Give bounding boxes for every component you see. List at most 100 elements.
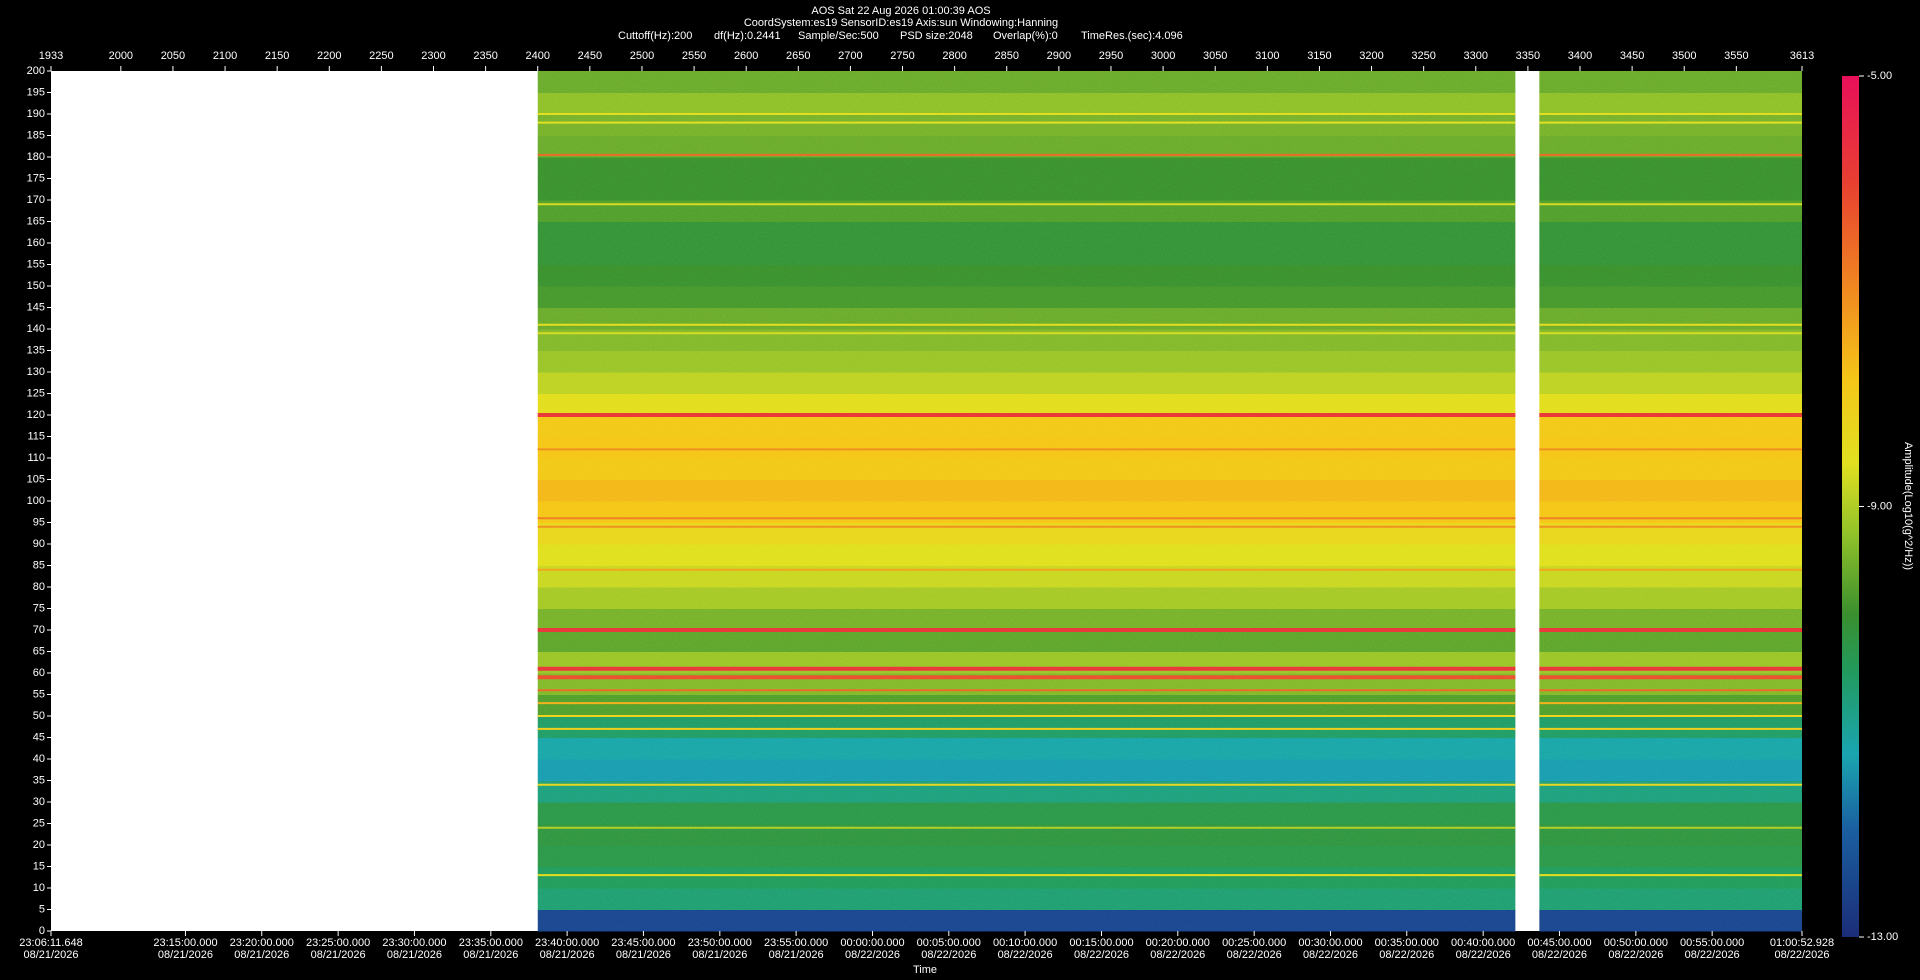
y-tick-label: 50: [33, 710, 45, 722]
x-axis-label: Time: [913, 964, 937, 976]
y-tick-label: 185: [27, 129, 45, 141]
time-tick-label: 00:50:00.000: [1604, 937, 1668, 949]
time-tick-label: 00:25:00.000: [1222, 937, 1286, 949]
time-tick-label: 23:35:00.000: [459, 937, 523, 949]
x-tick-label: 3613: [1790, 50, 1814, 62]
x-tick-label: 2600: [734, 50, 758, 62]
y-tick-label: 175: [27, 172, 45, 184]
x-tick-label: 2500: [630, 50, 654, 62]
x-tick-label: 2300: [421, 50, 445, 62]
time-tick-label: 00:10:00.000: [993, 937, 1057, 949]
x-tick-label: 2900: [1047, 50, 1071, 62]
time-tick-date: 08/22/2026: [1774, 949, 1829, 961]
time-tick-date: 08/22/2026: [1150, 949, 1205, 961]
x-tick-label: 3550: [1724, 50, 1748, 62]
time-tick-label: 00:45:00.000: [1527, 937, 1591, 949]
x-tick-label: 3450: [1620, 50, 1644, 62]
time-tick-date: 08/21/2026: [540, 949, 595, 961]
time-tick-label: 23:50:00.000: [688, 937, 752, 949]
y-tick-label: 135: [27, 344, 45, 356]
y-tick-label: 155: [27, 258, 45, 270]
y-tick-label: 120: [27, 409, 45, 421]
time-tick-date: 08/21/2026: [463, 949, 518, 961]
time-tick-date: 08/22/2026: [1456, 949, 1511, 961]
y-tick-label: 180: [27, 151, 45, 163]
time-tick-label: 00:15:00.000: [1069, 937, 1133, 949]
texture: [1539, 71, 1802, 931]
x-tick-label: 3500: [1672, 50, 1696, 62]
time-tick-date: 08/22/2026: [1303, 949, 1358, 961]
y-tick-label: 35: [33, 774, 45, 786]
time-tick-date: 08/22/2026: [1074, 949, 1129, 961]
time-tick-label: 00:05:00.000: [917, 937, 981, 949]
y-tick-label: 95: [33, 516, 45, 528]
y-tick-label: 20: [33, 839, 45, 851]
time-tick-label: 23:06:11.648: [19, 937, 82, 949]
time-tick-date: 08/22/2026: [1227, 949, 1282, 961]
colorbar-tick-label: -9.00: [1867, 500, 1892, 512]
y-tick-label: 25: [33, 817, 45, 829]
x-tick-label: 2050: [161, 50, 185, 62]
time-tick-date: 08/21/2026: [616, 949, 671, 961]
x-tick-label: 2550: [682, 50, 706, 62]
time-tick-date: 08/22/2026: [998, 949, 1053, 961]
time-tick-date: 08/21/2026: [769, 949, 824, 961]
parameter: PSD size:2048: [900, 30, 973, 42]
time-tick-label: 23:20:00.000: [230, 937, 294, 949]
time-tick-date: 08/22/2026: [1685, 949, 1740, 961]
time-tick-date: 08/22/2026: [1532, 949, 1587, 961]
x-tick-label: 3000: [1151, 50, 1175, 62]
y-tick-label: 55: [33, 688, 45, 700]
colorbar-label: Amplitude(Log10(g^2/Hz)): [1902, 442, 1914, 570]
y-tick-label: 75: [33, 602, 45, 614]
time-tick-label: 00:00:00.000: [840, 937, 904, 949]
parameter: TimeRes.(sec):4.096: [1081, 30, 1183, 42]
x-tick-label: 1933: [39, 50, 63, 62]
y-tick-label: 130: [27, 366, 45, 378]
x-tick-label: 2150: [265, 50, 289, 62]
time-tick-date: 08/21/2026: [23, 949, 78, 961]
time-tick-label: 01:00:52.928: [1770, 937, 1834, 949]
plot: [537, 71, 1802, 932]
y-tick-label: 80: [33, 581, 45, 593]
x-tick-label: 3300: [1464, 50, 1488, 62]
x-tick-label: 2800: [942, 50, 966, 62]
x-tick-label: 2250: [369, 50, 393, 62]
y-tick-label: 60: [33, 667, 45, 679]
x-tick-label: 2750: [890, 50, 914, 62]
colorbar-tick-label: -5.00: [1867, 70, 1892, 82]
y-tick-label: 200: [27, 65, 45, 77]
time-tick-label: 00:35:00.000: [1375, 937, 1439, 949]
parameter: Cuttoff(Hz):200: [618, 30, 692, 42]
time-tick-date: 08/21/2026: [692, 949, 747, 961]
x-tick-label: 2200: [317, 50, 341, 62]
time-tick-date: 08/22/2026: [921, 949, 976, 961]
x-tick-label: 3150: [1307, 50, 1331, 62]
time-tick-label: 00:20:00.000: [1146, 937, 1210, 949]
x-tick-label: 2650: [786, 50, 810, 62]
chart-title: AOS Sat 22 Aug 2026 01:00:39 AOS: [811, 5, 990, 17]
time-tick-date: 08/22/2026: [1379, 949, 1434, 961]
y-tick-label: 170: [27, 194, 45, 206]
y-tick-label: 85: [33, 559, 45, 571]
x-tick-label: 3250: [1411, 50, 1435, 62]
time-tick-label: 23:40:00.000: [535, 937, 599, 949]
x-tick-label: 3350: [1516, 50, 1540, 62]
y-tick-label: 90: [33, 538, 45, 550]
x-tick-label: 2850: [995, 50, 1019, 62]
x-tick-label: 2000: [109, 50, 133, 62]
colorbar: [1842, 76, 1859, 937]
time-tick-date: 08/22/2026: [845, 949, 900, 961]
y-tick-label: 65: [33, 645, 45, 657]
time-tick-label: 23:30:00.000: [382, 937, 446, 949]
time-tick-date: 08/21/2026: [158, 949, 213, 961]
x-tick-label: 2350: [473, 50, 497, 62]
y-tick-label: 10: [33, 882, 45, 894]
y-tick-label: 160: [27, 237, 45, 249]
x-tick-label: 2450: [578, 50, 602, 62]
x-tick-label: 2400: [525, 50, 549, 62]
x-tick-label: 2100: [213, 50, 237, 62]
y-tick-label: 105: [27, 473, 45, 485]
parameter: Sample/Sec:500: [798, 30, 879, 42]
